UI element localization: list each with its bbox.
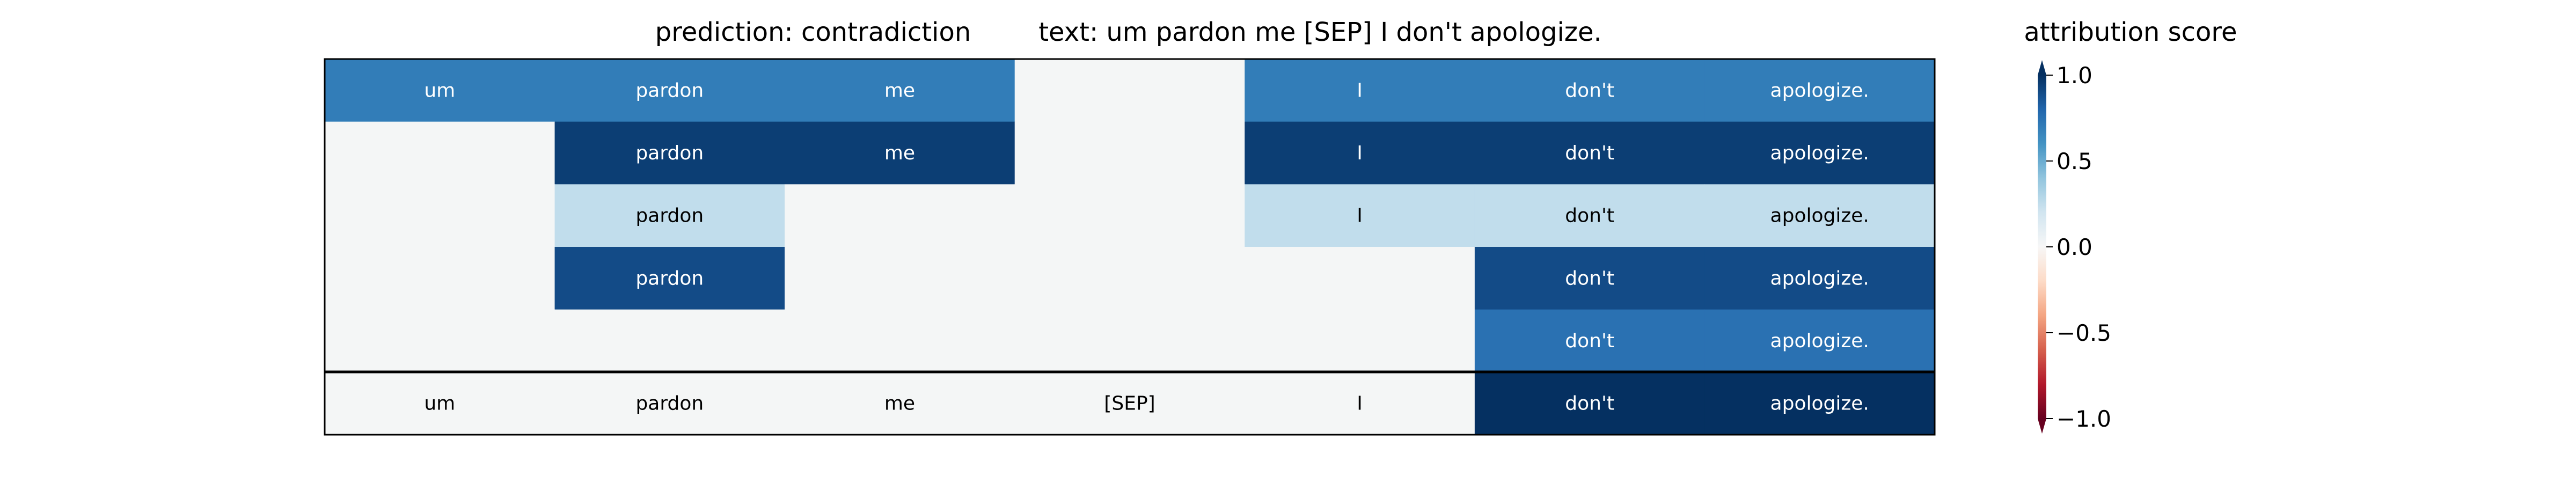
cell-label: I bbox=[1357, 79, 1363, 101]
heatmap-cell bbox=[325, 59, 555, 122]
cell-label: apologize. bbox=[1770, 142, 1869, 164]
heatmap-cell bbox=[1245, 121, 1475, 185]
cell-label: don't bbox=[1565, 205, 1614, 227]
cell-label: pardon bbox=[635, 79, 704, 101]
colorbar-tick-label: −1.0 bbox=[2057, 406, 2111, 432]
heatmap-cell bbox=[1704, 59, 1935, 122]
cell-label: pardon bbox=[635, 205, 704, 227]
cell-label: um bbox=[424, 79, 455, 101]
heatmap-frame bbox=[324, 58, 1936, 436]
heatmap-cell bbox=[785, 59, 1015, 122]
total-cell bbox=[1704, 372, 1935, 435]
cell-label: apologize. bbox=[1770, 205, 1869, 227]
heatmap-cell bbox=[1245, 184, 1475, 247]
heatmap-cell bbox=[785, 121, 1015, 185]
heatmap-cell bbox=[1474, 59, 1705, 122]
heatmap-cell bbox=[1474, 184, 1705, 247]
heatmap-cell bbox=[1704, 121, 1935, 185]
cell-label: don't bbox=[1565, 267, 1614, 289]
total-cell bbox=[325, 372, 555, 435]
total-cell bbox=[554, 372, 785, 435]
heatmap-cell bbox=[554, 121, 785, 185]
heatmap-cell bbox=[1014, 184, 1245, 247]
cell-label: apologize. bbox=[1770, 330, 1869, 352]
total-cell-label: pardon bbox=[635, 393, 704, 415]
heatmap-cell bbox=[325, 309, 555, 372]
heatmap-cell bbox=[785, 184, 1015, 247]
heatmap-cell bbox=[554, 59, 785, 122]
heatmap-cell bbox=[1474, 247, 1705, 310]
total-cell-label: don't bbox=[1565, 393, 1614, 415]
heatmap-cell bbox=[325, 184, 555, 247]
heatmap-cell bbox=[1014, 121, 1245, 185]
cell-label: apologize. bbox=[1770, 79, 1869, 101]
heatmap-cell bbox=[1014, 247, 1245, 310]
heatmap-cell bbox=[325, 121, 555, 185]
heatmap-cell bbox=[554, 184, 785, 247]
heatmap-cell bbox=[1245, 59, 1475, 122]
total-cell bbox=[1245, 372, 1475, 435]
colorbar-bar bbox=[2038, 75, 2046, 419]
cell-label: I bbox=[1357, 205, 1363, 227]
heatmap-cell bbox=[325, 247, 555, 310]
prediction-title: prediction: contradiction bbox=[655, 17, 971, 47]
heatmap-cell bbox=[1704, 309, 1935, 372]
cell-label: me bbox=[884, 142, 915, 164]
total-cell-label: I bbox=[1357, 393, 1363, 415]
heatmap-cell bbox=[1704, 184, 1935, 247]
text-title: text: um pardon me [SEP] I don't apologi… bbox=[1038, 17, 1602, 47]
cell-label: don't bbox=[1565, 79, 1614, 101]
heatmap-cell bbox=[1474, 121, 1705, 185]
total-cell bbox=[1014, 372, 1245, 435]
heatmap-cell bbox=[785, 309, 1015, 372]
colorbar: 1.0 0.5 0.0 −0.5 −1.0 bbox=[2038, 60, 2111, 434]
colorbar-bottom-arrow bbox=[2038, 419, 2046, 434]
colorbar-tick-label: 0.0 bbox=[2057, 234, 2092, 260]
heatmap-cell bbox=[1245, 309, 1475, 372]
cell-label: I bbox=[1357, 142, 1363, 164]
heatmap-cell bbox=[554, 247, 785, 310]
heatmap-cell bbox=[785, 247, 1015, 310]
total-cell bbox=[785, 372, 1015, 435]
colorbar-top-arrow bbox=[2038, 60, 2046, 75]
cell-label: me bbox=[884, 79, 915, 101]
heatmap-cell bbox=[1014, 59, 1245, 122]
cell-label: pardon bbox=[635, 267, 704, 289]
total-cell-label: [SEP] bbox=[1104, 393, 1155, 415]
total-cell-label: apologize. bbox=[1770, 393, 1869, 415]
heatmap-cell bbox=[554, 309, 785, 372]
heatmap-cell bbox=[1245, 247, 1475, 310]
total-cell-label: um bbox=[424, 393, 455, 415]
cell-label: don't bbox=[1565, 330, 1614, 352]
colorbar-title: attribution score bbox=[2024, 17, 2237, 47]
cell-label: apologize. bbox=[1770, 267, 1869, 289]
heatmap-cell bbox=[1474, 309, 1705, 372]
colorbar-tick-label: 0.5 bbox=[2057, 148, 2092, 174]
cell-label: pardon bbox=[635, 142, 704, 164]
total-cell-label: me bbox=[884, 393, 915, 415]
heatmap-cell bbox=[1014, 309, 1245, 372]
cell-label: don't bbox=[1565, 142, 1614, 164]
total-cell bbox=[1474, 372, 1705, 435]
colorbar-tick-label: −0.5 bbox=[2057, 320, 2111, 346]
colorbar-tick-label: 1.0 bbox=[2057, 62, 2092, 89]
heatmap-cell bbox=[1704, 247, 1935, 310]
